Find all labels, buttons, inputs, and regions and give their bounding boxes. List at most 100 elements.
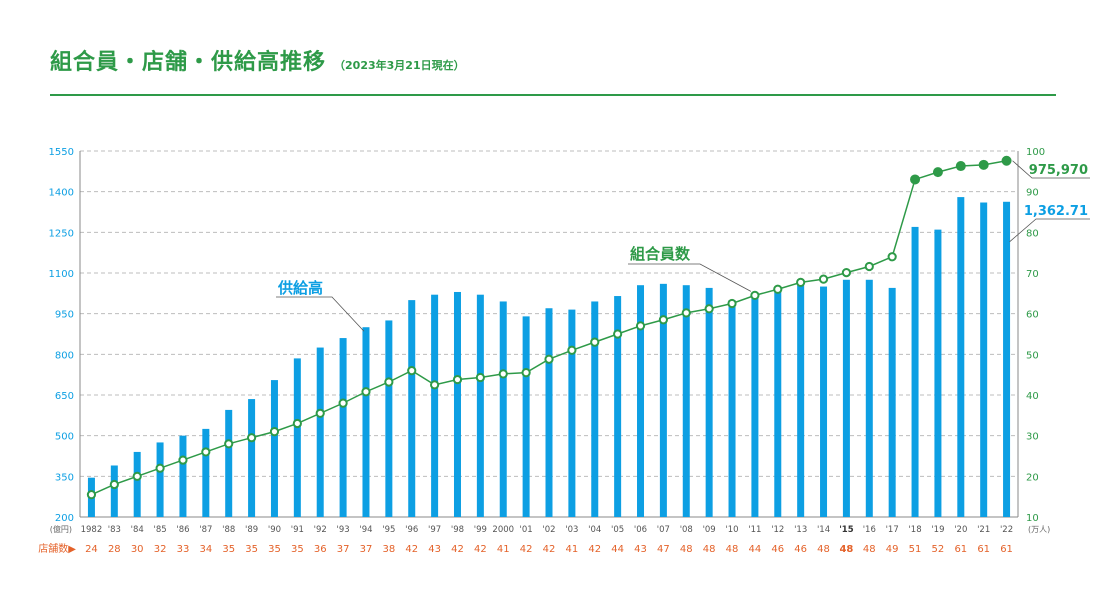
- point-members: [613, 329, 623, 339]
- x-tick-label: '94: [359, 525, 372, 535]
- bar-supply: [476, 294, 484, 517]
- point-members: [315, 408, 325, 418]
- right-axis-tick-label: 30: [1026, 432, 1039, 443]
- members-end-leader: [1012, 160, 1090, 179]
- left-axis-tick-label: 1250: [49, 228, 74, 239]
- bar-supply: [339, 338, 347, 517]
- title-block: 組合員・店舗・供給高推移 （2023年3月21日現在）: [50, 44, 465, 76]
- left-axis-tick-label: 350: [55, 472, 74, 483]
- point-members: [955, 161, 966, 172]
- store-count: 48: [726, 544, 739, 555]
- bar-supply: [1003, 201, 1011, 517]
- x-tick-label: '90: [268, 525, 281, 535]
- page-subtitle: （2023年3月21日現在）: [334, 59, 465, 72]
- bar-supply: [957, 197, 965, 518]
- point-members: [361, 387, 371, 397]
- point-members: [544, 354, 554, 364]
- bar-supply: [316, 347, 324, 517]
- x-tick-label: '98: [451, 525, 464, 535]
- bar-supply: [385, 320, 393, 517]
- x-tick-label: 2000: [492, 525, 514, 535]
- right-axis-tick-label: 40: [1026, 391, 1039, 402]
- store-count: 46: [794, 544, 807, 555]
- bar-supply: [270, 380, 278, 517]
- bar-supply: [888, 287, 896, 517]
- members-annotation: 組合員数: [630, 245, 691, 263]
- store-count: 61: [954, 544, 967, 555]
- x-tick-label: '14: [817, 525, 830, 535]
- point-members: [201, 447, 211, 457]
- bar-supply: [842, 279, 850, 517]
- point-members: [864, 261, 874, 272]
- point-members: [246, 433, 257, 443]
- right-axis-tick-label: 100: [1026, 147, 1045, 158]
- x-tick-label: '17: [886, 525, 899, 535]
- supply-annotation: 供給高: [277, 279, 323, 297]
- point-members: [590, 337, 600, 347]
- right-axis-tick-label: 70: [1026, 269, 1039, 280]
- x-tick-label: '10: [725, 525, 738, 535]
- x-tick-label: '15: [839, 525, 854, 535]
- store-count: 42: [588, 544, 601, 555]
- x-tick-label: '97: [428, 525, 441, 535]
- stores-row-label: 店舗数▶: [38, 542, 76, 555]
- store-count: 35: [245, 544, 258, 555]
- bar-supply: [637, 285, 645, 517]
- x-tick-label: '84: [131, 525, 144, 535]
- store-count: 41: [566, 544, 579, 555]
- x-tick-label: '03: [565, 525, 578, 535]
- bar-supply: [362, 327, 370, 517]
- left-axis-tick-label: 950: [55, 310, 74, 321]
- x-tick-label: '91: [291, 525, 304, 535]
- bar-supply: [911, 226, 919, 517]
- store-count: 48: [863, 544, 876, 555]
- point-members: [292, 418, 302, 429]
- x-tick-label: '86: [176, 525, 189, 535]
- point-members: [155, 463, 165, 473]
- x-tick-label: '09: [703, 525, 716, 535]
- store-count: 44: [611, 544, 624, 555]
- right-axis-tick-label: 80: [1026, 228, 1039, 239]
- left-axis-tick-label: 1550: [49, 147, 74, 158]
- bar-supply: [865, 279, 873, 517]
- bar-supply: [591, 301, 599, 517]
- x-tick-label: '99: [474, 525, 487, 535]
- point-members: [841, 267, 852, 278]
- point-members: [132, 471, 142, 481]
- store-count: 61: [977, 544, 990, 555]
- point-members: [635, 321, 646, 331]
- x-tick-label: '95: [382, 525, 395, 535]
- bar-supply: [728, 300, 736, 517]
- bar-supply: [110, 465, 118, 517]
- store-count: 48: [703, 544, 716, 555]
- x-tick-label: '11: [748, 525, 761, 535]
- store-count: 35: [268, 544, 281, 555]
- bar-supply: [545, 308, 553, 517]
- left-axis-tick-label: 1400: [49, 188, 74, 199]
- point-members: [452, 374, 463, 385]
- store-count: 33: [177, 544, 190, 555]
- store-count: 48: [680, 544, 693, 555]
- bar-supply: [751, 297, 759, 517]
- store-count: 42: [405, 544, 418, 555]
- x-tick-label: '08: [680, 525, 693, 535]
- bar-supply: [408, 300, 416, 517]
- point-members: [475, 372, 485, 383]
- x-tick-label: '85: [153, 525, 166, 535]
- right-axis-tick-label: 60: [1026, 310, 1039, 321]
- point-members: [978, 159, 989, 170]
- store-count: 42: [543, 544, 556, 555]
- bar-supply: [659, 283, 667, 517]
- store-count: 48: [817, 544, 830, 555]
- supply-end-leader: [1009, 218, 1090, 243]
- x-tick-label: '96: [405, 525, 418, 535]
- x-tick-label: '87: [199, 525, 212, 535]
- store-count: 43: [428, 544, 441, 555]
- bar-supply: [179, 435, 187, 517]
- right-axis-tick-label: 50: [1026, 350, 1039, 361]
- point-members: [773, 284, 783, 294]
- store-count: 37: [337, 544, 350, 555]
- x-tick-label: '13: [794, 525, 807, 535]
- store-count: 34: [199, 544, 212, 555]
